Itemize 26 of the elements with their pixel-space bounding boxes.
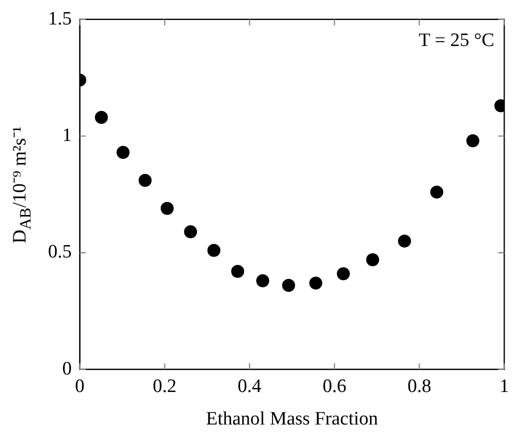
point [207, 244, 220, 257]
point [231, 264, 244, 278]
y-tick-label: 1 [62, 125, 72, 146]
point [184, 225, 198, 238]
x-tick-label: 1 [500, 376, 509, 397]
point [138, 174, 152, 187]
point [430, 186, 444, 199]
y-tick-label: 1.5 [48, 8, 72, 30]
point [398, 234, 411, 248]
x-axis-title: Ethanol Mass Fraction [206, 408, 379, 430]
point [336, 267, 350, 280]
x-tick-label: 0.6 [322, 376, 346, 397]
x-tick-label: 0.4 [238, 376, 262, 397]
point [94, 110, 108, 124]
x-tick-label: 0.8 [407, 376, 432, 397]
point [282, 278, 296, 292]
point [116, 146, 130, 159]
y-tick-label: 0.5 [48, 242, 72, 263]
point [256, 274, 270, 288]
x-tick-label: 0.2 [152, 376, 177, 397]
point [309, 276, 322, 290]
point [160, 202, 174, 215]
annotation: T = 25 °C [418, 30, 494, 51]
point [366, 253, 380, 266]
y-tick-label: 0 [62, 358, 72, 380]
point [466, 134, 480, 148]
